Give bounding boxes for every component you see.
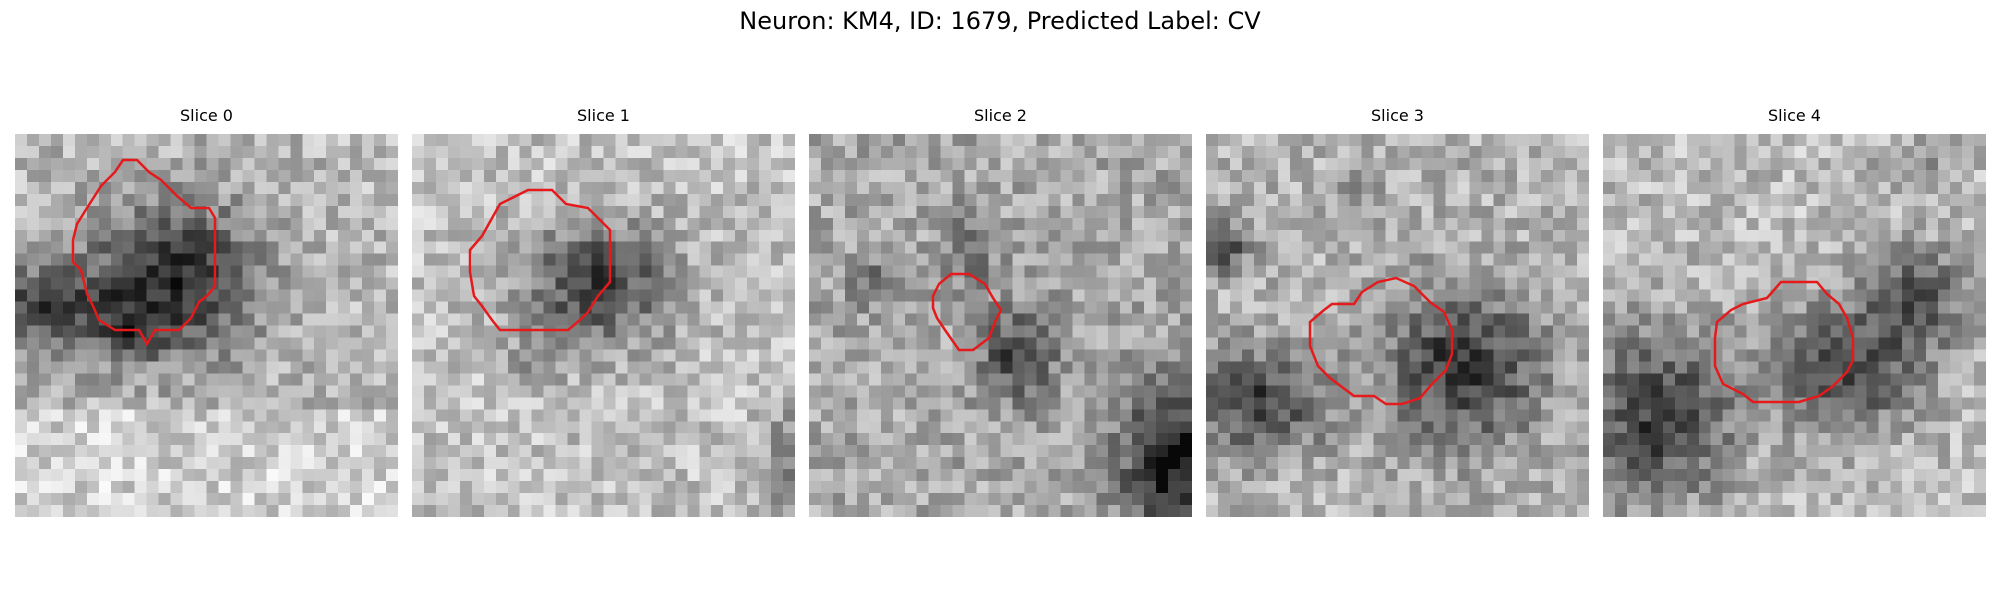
contour-outline-3 <box>1308 276 1454 406</box>
microscopy-slice-image-3 <box>1206 134 1589 517</box>
slice-title-3: Slice 3 <box>1371 106 1424 125</box>
slice-title-0: Slice 0 <box>180 106 233 125</box>
slice-panel-3: Slice 3 <box>1206 106 1589 517</box>
contour-outline-0 <box>71 158 217 347</box>
slice-title-1: Slice 1 <box>577 106 630 125</box>
contour-outline-1 <box>468 188 612 332</box>
contour-outline-2 <box>931 272 1003 352</box>
microscopy-slice-image-4 <box>1603 134 1986 517</box>
segmentation-contour-1 <box>468 188 612 332</box>
microscopy-slice-image-0 <box>15 134 398 517</box>
slice-panel-1: Slice 1 <box>412 106 795 517</box>
segmentation-contour-4 <box>1713 280 1855 404</box>
microscopy-slice-image-1 <box>412 134 795 517</box>
slice-panel-2: Slice 2 <box>809 106 1192 517</box>
microscopy-slice-image-2 <box>809 134 1192 517</box>
slice-title-2: Slice 2 <box>974 106 1027 125</box>
figure-title: Neuron: KM4, ID: 1679, Predicted Label: … <box>739 7 1261 35</box>
segmentation-contour-2 <box>931 272 1003 352</box>
slice-panel-0: Slice 0 <box>15 106 398 517</box>
contour-outline-4 <box>1713 280 1855 404</box>
segmentation-contour-3 <box>1308 276 1454 406</box>
segmentation-contour-0 <box>71 158 217 347</box>
slice-panel-4: Slice 4 <box>1603 106 1986 517</box>
slice-title-4: Slice 4 <box>1768 106 1821 125</box>
